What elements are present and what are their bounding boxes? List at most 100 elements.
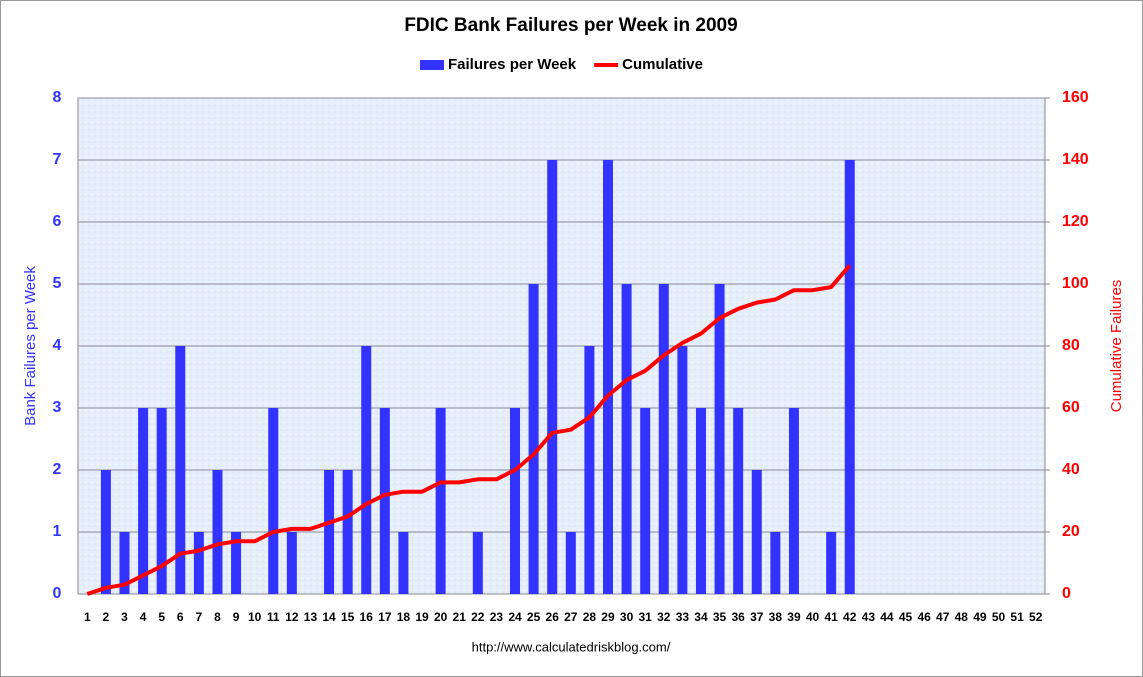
x-tick-label: 23 xyxy=(490,610,504,624)
bar xyxy=(100,470,111,594)
legend-swatch xyxy=(420,60,444,70)
cumulative-line xyxy=(86,264,852,596)
x-tick-label: 38 xyxy=(769,610,783,624)
bar xyxy=(472,532,483,594)
x-tick-label: 16 xyxy=(360,610,374,624)
x-tick-label: 35 xyxy=(713,610,727,624)
y2-tick-label: 120 xyxy=(1062,213,1089,230)
x-tick-label: 22 xyxy=(471,610,485,624)
x-tick-label: 46 xyxy=(917,610,931,624)
y-tick-label: 8 xyxy=(53,89,62,106)
x-tick-label: 29 xyxy=(601,610,615,624)
x-tick-label: 43 xyxy=(862,610,876,624)
x-tick-label: 28 xyxy=(583,610,597,624)
x-tick-label: 17 xyxy=(378,610,392,624)
bar xyxy=(324,470,335,594)
x-tick-label: 34 xyxy=(694,610,708,624)
x-tick-label: 9 xyxy=(233,610,240,624)
x-tick-label: 6 xyxy=(177,610,184,624)
y-tick-label: 7 xyxy=(53,151,62,168)
x-tick-label: 32 xyxy=(657,610,671,624)
x-tick-label: 27 xyxy=(564,610,578,624)
bar xyxy=(435,408,446,594)
bar xyxy=(751,470,762,594)
bar xyxy=(379,408,390,594)
x-tick-label: 31 xyxy=(639,610,653,624)
bar xyxy=(621,284,632,594)
bar xyxy=(212,470,223,594)
bar xyxy=(286,532,297,594)
source: http://www.calculatedriskblog.com/ xyxy=(472,639,671,654)
bar xyxy=(193,532,204,594)
x-tick-label: 21 xyxy=(453,610,467,624)
y2-tick-label: 100 xyxy=(1062,275,1089,292)
bar xyxy=(826,532,837,594)
bar xyxy=(714,284,725,594)
y-tick-label: 1 xyxy=(53,523,62,540)
y-tick-label: 3 xyxy=(53,399,62,416)
y2-tick-label: 140 xyxy=(1062,151,1089,168)
bar xyxy=(695,408,706,594)
y2-tick-label: 0 xyxy=(1062,585,1071,602)
x-tick-label: 39 xyxy=(787,610,801,624)
x-tick-label: 14 xyxy=(322,610,336,624)
y-tick-label: 2 xyxy=(53,461,62,478)
bar xyxy=(658,284,669,594)
y-tick-label: 5 xyxy=(53,275,62,292)
chart-title: FDIC Bank Failures per Week in 2009 xyxy=(404,15,737,36)
legend-label: Cumulative xyxy=(622,56,703,73)
x-tick-label: 48 xyxy=(955,610,969,624)
x-tick-label: 47 xyxy=(936,610,950,624)
x-tick-label: 5 xyxy=(158,610,165,624)
x-tick-label: 7 xyxy=(196,610,203,624)
y-tick-label: 6 xyxy=(53,213,62,230)
bar xyxy=(584,346,595,594)
x-tick-label: 45 xyxy=(899,610,913,624)
bar xyxy=(231,532,242,594)
y-tick-label: 0 xyxy=(53,585,62,602)
bar xyxy=(342,470,353,594)
x-tick-label: 10 xyxy=(248,610,262,624)
y-tick-label: 4 xyxy=(53,337,62,354)
x-tick-label: 25 xyxy=(527,610,541,624)
bar xyxy=(547,160,558,594)
x-tick-label: 20 xyxy=(434,610,448,624)
bar xyxy=(788,408,799,594)
x-tick-label: 36 xyxy=(731,610,745,624)
x-tick-label: 18 xyxy=(397,610,411,624)
x-tick-label: 1 xyxy=(84,610,91,624)
x-tick-label: 3 xyxy=(121,610,128,624)
x-tick-label: 51 xyxy=(1010,610,1024,624)
bar xyxy=(138,408,149,594)
y2-tick-label: 160 xyxy=(1062,89,1089,106)
x-tick-label: 40 xyxy=(806,610,820,624)
y2-tick-label: 40 xyxy=(1062,461,1080,478)
x-tick-label: 33 xyxy=(676,610,690,624)
x-tick-label: 42 xyxy=(843,610,857,624)
bar xyxy=(361,346,372,594)
bar xyxy=(640,408,651,594)
legend-label: Failures per Week xyxy=(448,56,577,73)
bar xyxy=(528,284,539,594)
bar xyxy=(844,160,855,594)
bar xyxy=(733,408,744,594)
x-tick-label: 52 xyxy=(1029,610,1043,624)
y-axis-label: Bank Failures per Week xyxy=(22,266,39,426)
bar xyxy=(770,532,781,594)
bar xyxy=(119,532,130,594)
x-tick-label: 4 xyxy=(140,610,147,624)
x-tick-label: 26 xyxy=(546,610,560,624)
bar xyxy=(156,408,167,594)
x-tick-label: 30 xyxy=(620,610,634,624)
x-tick-label: 44 xyxy=(880,610,894,624)
x-tick-label: 2 xyxy=(103,610,110,624)
bar xyxy=(565,532,576,594)
x-tick-label: 11 xyxy=(267,610,280,624)
bar xyxy=(602,160,613,594)
y2-tick-label: 60 xyxy=(1062,399,1080,416)
x-tick-label: 12 xyxy=(285,610,299,624)
x-tick-label: 8 xyxy=(214,610,221,624)
x-tick-label: 19 xyxy=(415,610,429,624)
y2-tick-label: 20 xyxy=(1062,523,1080,540)
bar xyxy=(268,408,279,594)
